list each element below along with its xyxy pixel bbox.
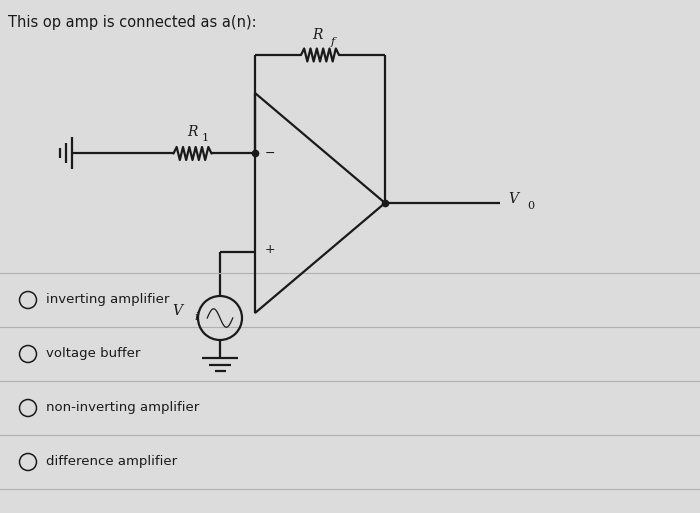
Text: 1: 1 (202, 133, 209, 144)
Text: inverting amplifier: inverting amplifier (46, 293, 169, 306)
Text: V: V (172, 304, 182, 318)
Text: non-inverting amplifier: non-inverting amplifier (46, 402, 200, 415)
Text: V: V (508, 192, 518, 206)
Text: i: i (195, 312, 198, 322)
Text: This op amp is connected as a(n):: This op amp is connected as a(n): (8, 15, 257, 30)
Text: +: + (265, 243, 276, 256)
Text: 0: 0 (527, 201, 534, 211)
Text: voltage buffer: voltage buffer (46, 347, 141, 361)
Text: difference amplifier: difference amplifier (46, 456, 177, 468)
Text: −: − (265, 147, 276, 160)
Text: R: R (187, 126, 197, 140)
Text: R: R (312, 28, 322, 42)
Text: f: f (331, 37, 335, 47)
